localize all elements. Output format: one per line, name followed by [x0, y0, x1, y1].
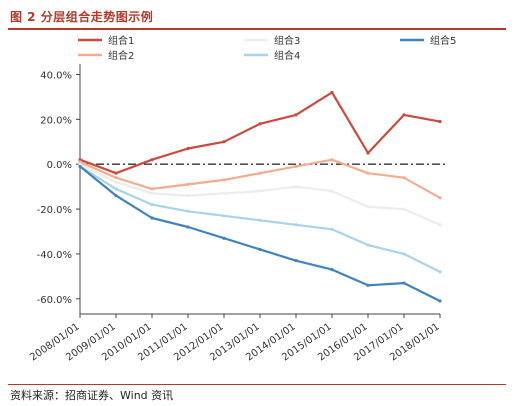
series-line-1	[78, 91, 442, 175]
series-5-point	[114, 194, 118, 198]
y-tick-label: 40.0%	[40, 70, 72, 81]
series-5-point	[438, 299, 442, 303]
title-rule	[8, 28, 506, 30]
series-2-point	[78, 160, 82, 164]
series-1-point	[438, 119, 442, 124]
legend-label-3: 组合3	[274, 34, 300, 47]
line-chart: 40.0%20.0%0.0%-20.0%-40.0%-60.0%2008/01/…	[28, 34, 456, 364]
legend-label-1: 组合1	[108, 34, 134, 47]
series-2-point	[114, 176, 118, 180]
y-tick-label: -20.0%	[37, 205, 72, 216]
series-1-point	[78, 158, 82, 162]
y-tick-label: -60.0%	[37, 295, 72, 306]
y-tick-label: -40.0%	[37, 250, 72, 261]
series-4-point	[438, 270, 442, 274]
series-5-point	[366, 283, 370, 287]
series-1-point	[114, 171, 118, 175]
series-4-point	[114, 187, 118, 191]
source-rule	[8, 384, 506, 385]
series-2-point	[186, 182, 190, 186]
series-2-point	[402, 176, 406, 180]
legend-label-4: 组合4	[274, 49, 300, 62]
series-4-point	[222, 214, 226, 218]
series-4-point	[294, 223, 298, 227]
series-3-point	[438, 223, 442, 227]
series-3-point	[114, 180, 118, 184]
series-4-point	[150, 202, 154, 207]
series-3-point	[402, 207, 406, 211]
series-4-point	[402, 252, 406, 256]
series-3-point	[186, 194, 190, 198]
series-1-point	[330, 90, 334, 95]
series-3-point	[150, 191, 154, 195]
series-3-point	[366, 205, 370, 209]
series-5-point	[78, 164, 82, 169]
legend-label-5: 组合5	[430, 34, 456, 47]
y-tick-label: 0.0%	[47, 160, 72, 171]
series-line-5	[78, 165, 442, 303]
series-3-point	[294, 185, 298, 189]
y-tick-label: 20.0%	[40, 115, 72, 126]
series-4-point	[258, 218, 262, 222]
series-4-point	[330, 227, 334, 231]
series-3-point	[330, 189, 334, 193]
series-1-point	[294, 113, 298, 117]
series-2-point	[438, 196, 442, 200]
series-1-point	[222, 140, 226, 144]
series-2-point	[330, 158, 334, 162]
series-1-point	[150, 158, 154, 162]
series-5-point	[150, 216, 154, 220]
series-2-point	[222, 178, 226, 182]
series-1-point	[366, 151, 370, 155]
series-4-point	[186, 209, 190, 213]
series-5-point	[258, 247, 262, 252]
series-5-point	[402, 281, 406, 285]
series-1-point	[186, 146, 190, 151]
series-1-point	[402, 113, 406, 117]
series-2-point	[366, 171, 370, 175]
series-1-point	[258, 122, 262, 126]
series-5-point	[222, 236, 226, 240]
figure-title: 图 2 分层组合走势图示例	[10, 10, 154, 24]
series-5-point	[186, 225, 190, 229]
source-note: 资料来源：招商证券、Wind 资讯	[10, 389, 174, 402]
series-3-point	[222, 191, 226, 195]
series-5-point	[294, 259, 298, 263]
legend-label-2: 组合2	[108, 49, 134, 62]
series-2-point	[150, 187, 154, 191]
series-2-point	[294, 164, 298, 169]
series-2-point	[258, 171, 262, 175]
series-3-point	[258, 189, 262, 193]
series-5-point	[330, 268, 334, 272]
series-4-point	[366, 243, 370, 247]
series-3-point	[78, 162, 82, 166]
